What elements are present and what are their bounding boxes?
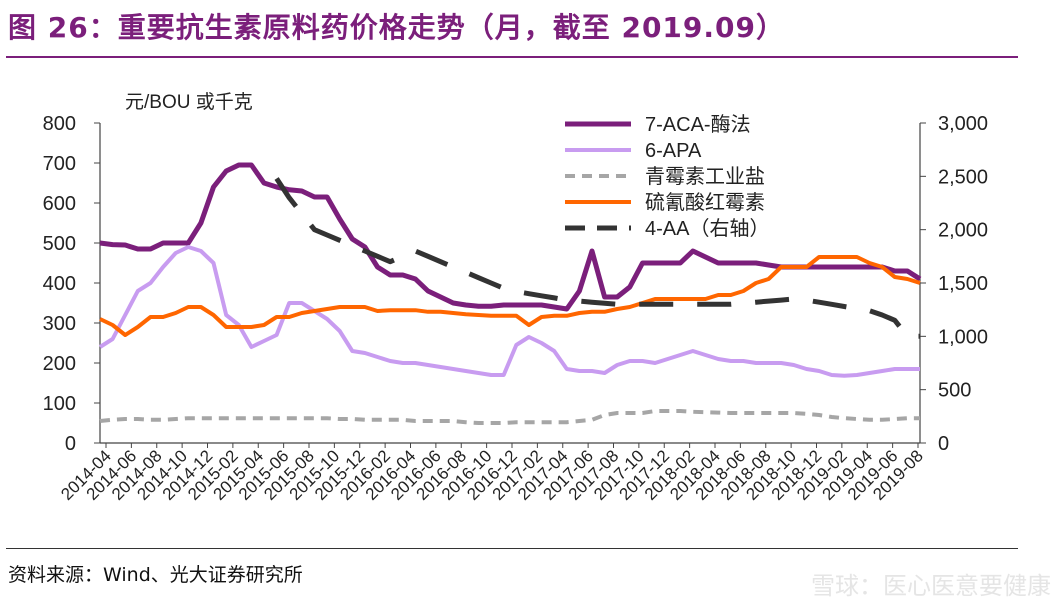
y-axis-label-left: 元/BOU 或千克 [125, 91, 253, 113]
y-tick-label-right: 500 [938, 380, 971, 402]
y-tick-label-right: 1,000 [938, 326, 988, 348]
series-layer [98, 162, 922, 425]
y-tick-label-right: 1,500 [938, 273, 988, 295]
series-line-5 [274, 177, 920, 339]
y-tick-label-left: 800 [43, 113, 76, 135]
footer-divider [6, 548, 1018, 549]
watermark-text: 雪球：医心医意要健康 [811, 572, 1051, 600]
y-tick-label-left: 600 [43, 193, 76, 215]
y-tick-label-left: 100 [43, 393, 76, 415]
y-tick-label-left: 500 [43, 233, 76, 255]
title-divider [6, 56, 1018, 58]
legend-label-2: 6-APA [645, 140, 702, 162]
legend-label-5: 4-AA（右轴） [645, 217, 769, 240]
y-tick-label-left: 300 [43, 313, 76, 335]
legend-label-4: 硫氰酸红霉素 [645, 191, 765, 214]
source-note: 资料来源：Wind、光大证券研究所 [8, 564, 303, 586]
series-line-2 [98, 245, 920, 378]
page-title: 图 26：重要抗生素原料药价格走势（月，截至 2019.09） [8, 11, 785, 44]
y-tick-label-right: 2,500 [938, 166, 988, 188]
series-line-4 [99, 255, 921, 337]
y-tick-label-left: 700 [43, 153, 76, 175]
chart-axes: 0 100 200 300 400 500 600 700 800 0 500 1,000 1,500 2… [43, 91, 988, 504]
y-tick-label-left: 400 [43, 273, 76, 295]
y-tick-label-right: 2,000 [938, 220, 988, 242]
y-tick-label-left: 0 [65, 433, 76, 455]
y-tick-label-right: 0 [938, 433, 949, 455]
y-tick-label-left: 200 [43, 353, 76, 375]
series-line-1 [99, 162, 922, 312]
y-tick-label-right: 3,000 [938, 113, 988, 135]
series-line-3 [99, 409, 920, 425]
legend-label-1: 7-ACA-酶法 [645, 113, 751, 136]
price-trend-chart: 0 100 200 300 400 500 600 700 800 0 500 1,000 1,500 2… [43, 91, 988, 504]
legend-label-3: 青霉素工业盐 [645, 165, 765, 188]
